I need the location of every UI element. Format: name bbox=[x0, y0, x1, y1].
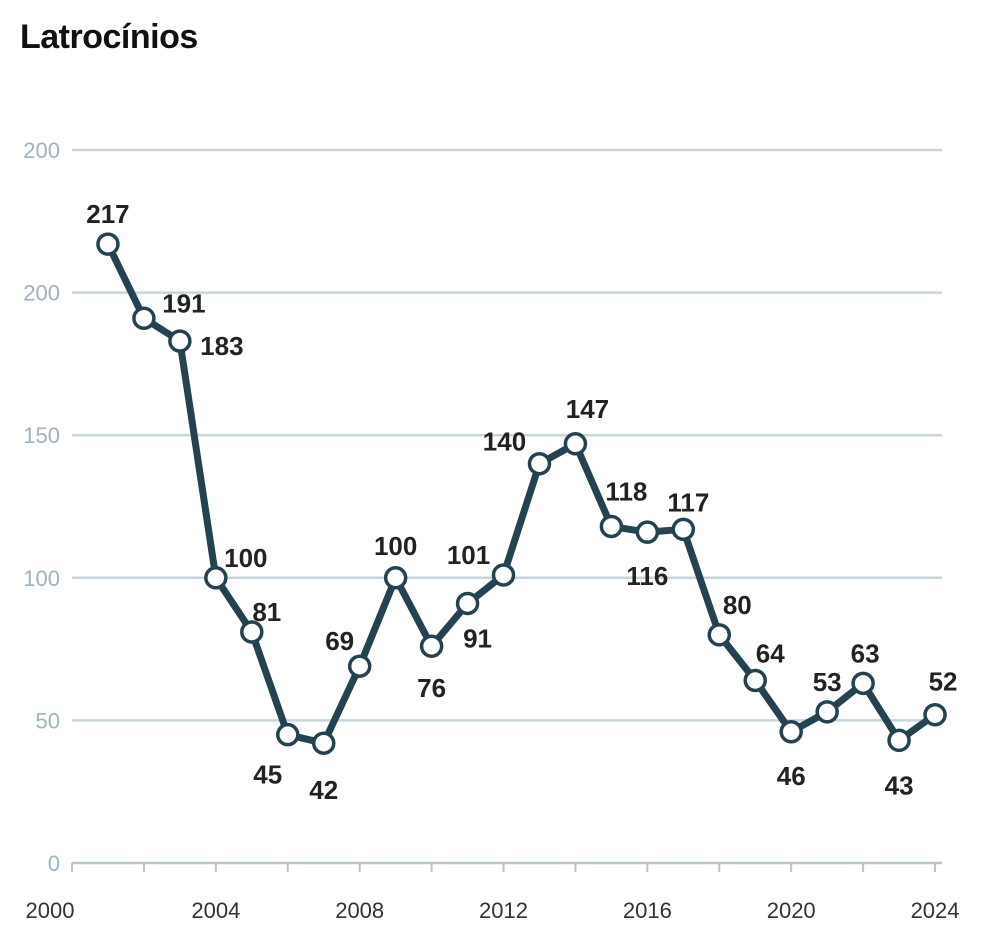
data-point bbox=[204, 566, 228, 590]
data-point bbox=[455, 591, 480, 616]
data-point bbox=[707, 623, 732, 647]
y-tick-label: 50 bbox=[36, 708, 60, 733]
y-tick-label: 100 bbox=[23, 566, 60, 591]
y-tick-label: 200 bbox=[23, 138, 60, 163]
y-tick-label: 0 bbox=[48, 851, 60, 876]
data-point bbox=[923, 702, 947, 727]
data-label: 118 bbox=[605, 476, 647, 506]
data-label: 64 bbox=[756, 638, 785, 668]
data-label: 217 bbox=[86, 199, 129, 229]
data-label: 100 bbox=[374, 531, 417, 561]
data-label: 45 bbox=[253, 760, 282, 790]
data-label: 53 bbox=[813, 667, 842, 697]
data-label: 63 bbox=[851, 638, 880, 668]
data-point bbox=[383, 566, 408, 590]
x-tick-label: 2008 bbox=[335, 898, 384, 923]
data-point bbox=[491, 563, 516, 587]
chart-title: Latrocínios bbox=[20, 18, 198, 56]
data-label: 191 bbox=[162, 288, 205, 318]
data-point bbox=[599, 514, 624, 539]
data-label: 42 bbox=[309, 775, 338, 805]
data-point bbox=[851, 671, 875, 696]
series-line bbox=[104, 242, 938, 747]
x-tick-label: 2016 bbox=[623, 898, 672, 923]
data-point bbox=[311, 731, 336, 755]
data-label: 100 bbox=[224, 543, 267, 573]
data-label: 81 bbox=[252, 597, 281, 627]
data-label: 52 bbox=[929, 667, 958, 697]
x-tick-label: 2020 bbox=[767, 898, 816, 923]
data-point bbox=[132, 306, 156, 331]
data-point bbox=[527, 451, 552, 476]
data-point bbox=[779, 720, 803, 744]
data-label: 76 bbox=[417, 673, 446, 703]
data-point bbox=[671, 517, 696, 542]
data-point bbox=[563, 432, 588, 456]
data-label: 80 bbox=[723, 590, 752, 620]
x-tick-label: 2000 bbox=[26, 898, 75, 923]
data-label: 183 bbox=[200, 331, 243, 361]
data-point bbox=[347, 654, 372, 678]
x-tick-label: 2004 bbox=[191, 898, 240, 923]
data-label: 140 bbox=[483, 427, 526, 457]
data-point bbox=[168, 329, 192, 353]
y-tick-label: 200 bbox=[23, 281, 60, 306]
data-point bbox=[635, 520, 660, 544]
data-label: 43 bbox=[885, 770, 914, 800]
data-label: 147 bbox=[566, 394, 609, 424]
data-label: 46 bbox=[777, 761, 806, 791]
x-tick-label: 2012 bbox=[479, 898, 528, 923]
data-point bbox=[743, 668, 767, 693]
y-tick-label: 150 bbox=[23, 423, 60, 448]
data-point bbox=[419, 634, 444, 658]
data-point bbox=[815, 700, 839, 724]
data-label: 116 bbox=[626, 561, 668, 591]
data-label: 117 bbox=[667, 487, 709, 517]
data-label: 69 bbox=[325, 626, 354, 656]
data-point bbox=[96, 232, 120, 256]
data-point bbox=[887, 728, 911, 753]
data-label: 91 bbox=[463, 623, 492, 653]
data-label: 101 bbox=[447, 540, 490, 570]
data-point bbox=[276, 722, 300, 747]
data-point bbox=[240, 620, 264, 644]
x-tick-label: 2024 bbox=[911, 898, 960, 923]
